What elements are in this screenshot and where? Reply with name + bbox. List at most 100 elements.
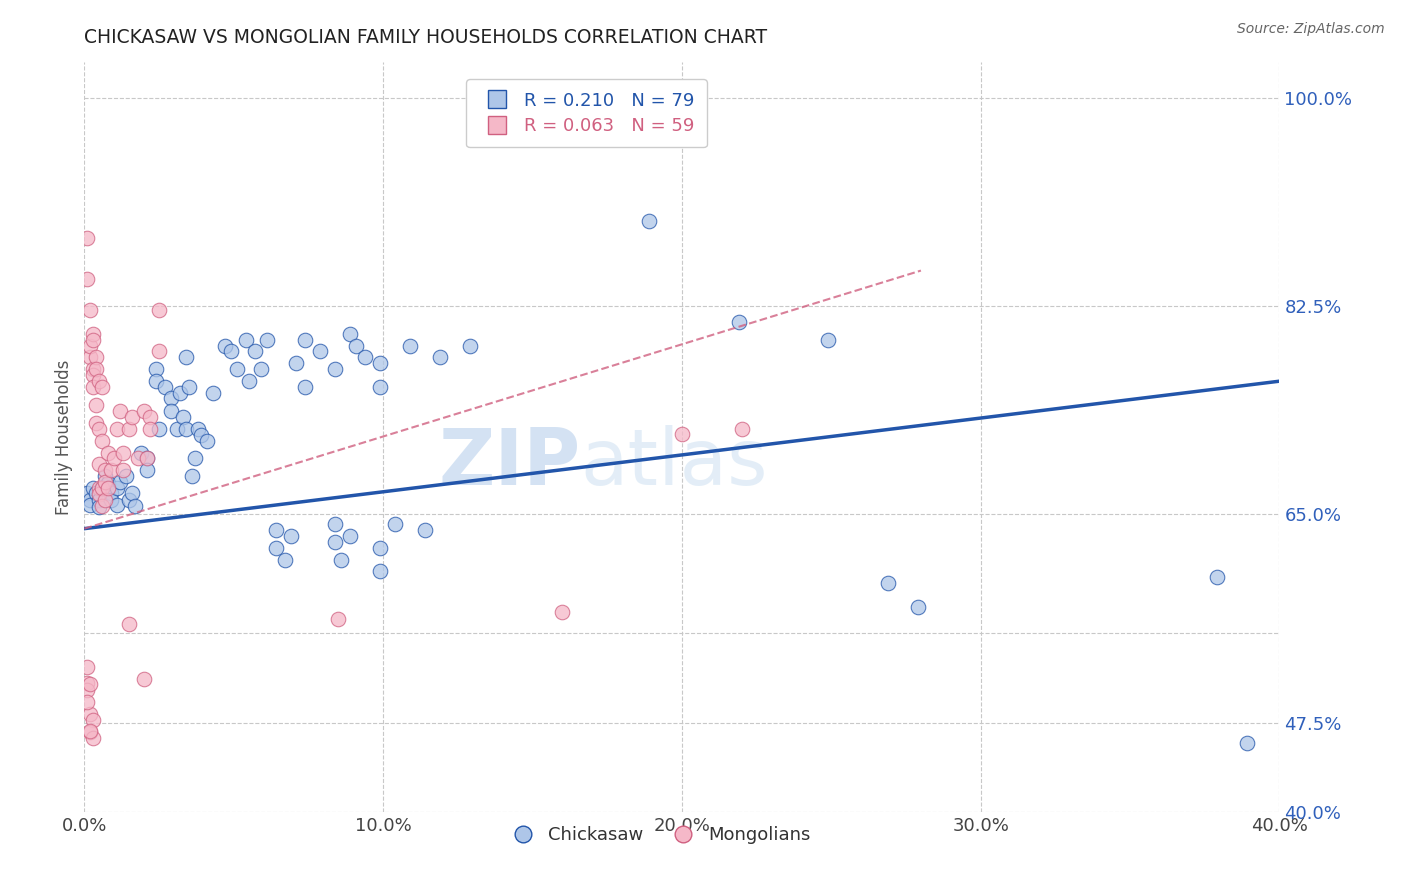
Point: [214, 338, 236, 352]
Point: [325, 534, 347, 549]
Point: [294, 333, 316, 347]
Point: [907, 600, 929, 615]
Point: [285, 356, 308, 370]
Point: [264, 541, 287, 555]
Point: [339, 326, 361, 341]
Point: [169, 386, 191, 401]
Point: [136, 451, 159, 466]
Point: [731, 422, 754, 436]
Point: [280, 529, 302, 543]
Point: [118, 616, 141, 631]
Point: [160, 404, 183, 418]
Point: [148, 302, 170, 317]
Point: [195, 434, 218, 448]
Point: [76, 272, 98, 286]
Point: [94, 469, 117, 483]
Point: [110, 475, 132, 490]
Point: [368, 356, 391, 370]
Point: [118, 493, 141, 508]
Point: [76, 659, 98, 673]
Point: [89, 422, 111, 436]
Point: [100, 493, 122, 508]
Point: [76, 231, 98, 245]
Point: [145, 374, 167, 388]
Point: [166, 422, 188, 436]
Point: [89, 487, 111, 501]
Point: [86, 398, 108, 412]
Point: [91, 434, 114, 448]
Point: [354, 351, 377, 365]
Point: [309, 344, 332, 359]
Point: [94, 493, 117, 508]
Point: [235, 333, 257, 347]
Point: [79, 707, 101, 722]
Point: [79, 725, 101, 739]
Point: [121, 409, 143, 424]
Point: [184, 451, 207, 466]
Point: [1205, 570, 1227, 584]
Point: [153, 380, 176, 394]
Point: [877, 576, 900, 591]
Point: [112, 445, 135, 459]
Point: [86, 416, 108, 430]
Point: [82, 362, 104, 376]
Point: [115, 469, 138, 483]
Point: [124, 499, 146, 513]
Text: Source: ZipAtlas.com: Source: ZipAtlas.com: [1237, 22, 1385, 37]
Point: [82, 326, 104, 341]
Point: [325, 362, 347, 376]
Point: [368, 541, 391, 555]
Point: [160, 391, 183, 405]
Point: [638, 213, 661, 227]
Point: [76, 486, 98, 500]
Point: [97, 445, 120, 459]
Point: [136, 463, 159, 477]
Point: [97, 481, 120, 495]
Point: [145, 362, 167, 376]
Point: [103, 451, 125, 466]
Point: [181, 469, 204, 483]
Point: [243, 344, 266, 359]
Point: [76, 676, 98, 690]
Point: [89, 374, 111, 388]
Point: [127, 451, 149, 466]
Point: [139, 422, 162, 436]
Point: [368, 565, 391, 579]
Point: [105, 422, 128, 436]
Point: [105, 498, 128, 512]
Point: [201, 386, 224, 401]
Point: [1236, 736, 1258, 750]
Point: [225, 362, 247, 376]
Point: [82, 380, 104, 394]
Point: [368, 380, 391, 394]
Point: [727, 315, 749, 329]
Point: [328, 612, 350, 626]
Point: [79, 493, 101, 508]
Point: [76, 683, 98, 698]
Point: [110, 404, 132, 418]
Point: [817, 333, 839, 347]
Point: [121, 486, 143, 500]
Point: [79, 723, 101, 738]
Point: [82, 333, 104, 347]
Text: CHICKASAW VS MONGOLIAN FAMILY HOUSEHOLDS CORRELATION CHART: CHICKASAW VS MONGOLIAN FAMILY HOUSEHOLDS…: [84, 28, 768, 47]
Point: [79, 498, 101, 512]
Point: [249, 362, 271, 376]
Point: [325, 516, 347, 531]
Point: [86, 486, 108, 500]
Point: [177, 380, 200, 394]
Point: [91, 481, 114, 495]
Point: [330, 552, 353, 566]
Point: [136, 451, 159, 466]
Point: [339, 529, 361, 543]
Point: [118, 422, 141, 436]
Point: [91, 499, 114, 513]
Point: [79, 338, 101, 352]
Point: [429, 351, 451, 365]
Point: [86, 351, 108, 365]
Point: [82, 368, 104, 383]
Point: [89, 500, 111, 515]
Point: [399, 338, 422, 352]
Point: [100, 463, 122, 477]
Point: [344, 338, 367, 352]
